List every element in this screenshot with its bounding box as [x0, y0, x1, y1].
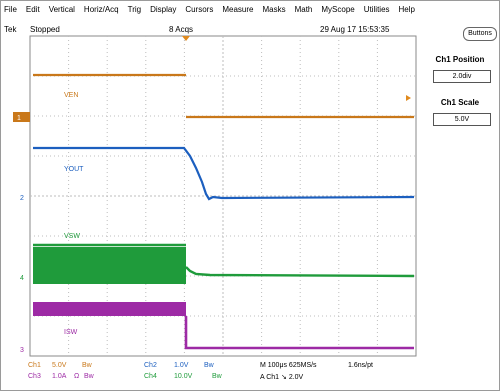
vsw-trace: [33, 243, 415, 278]
menu-display[interactable]: Display: [150, 5, 177, 14]
menu-measure[interactable]: Measure: [222, 5, 254, 14]
date-time: 29 Aug 17 15:53:35: [320, 25, 390, 34]
readout-ch4: Ch4: [144, 373, 157, 380]
menu-utilities[interactable]: Utilities: [363, 5, 390, 14]
readout-timebase: M 100μs 625MS/s: [260, 362, 317, 369]
readout-ch1-bw: Bw: [82, 362, 92, 369]
buttons-button[interactable]: Buttons: [463, 27, 497, 41]
status-bar: Tek Stopped 8 Acqs 29 Aug 17 15:53:35: [4, 25, 424, 35]
acquisition-state: Stopped: [30, 25, 60, 34]
menu-horiz-acq[interactable]: Horiz/Acq: [83, 5, 119, 14]
ch1-position-field[interactable]: 2.0div: [433, 70, 491, 83]
readout-ch2: Ch2: [144, 362, 157, 369]
menu-cursors[interactable]: Cursors: [185, 5, 214, 14]
ch1-marker[interactable]: [13, 112, 30, 122]
menu-math[interactable]: Math: [294, 5, 313, 14]
ch2-marker-label[interactable]: 2: [20, 195, 24, 202]
menu-trig[interactable]: Trig: [127, 5, 142, 14]
vout-label: YOUT: [64, 166, 84, 173]
ch1-marker-label: 1: [17, 115, 21, 122]
menu-bar: File Edit Vertical Horiz/Acq Trig Displa…: [4, 4, 474, 16]
readout-ch3: Ch3: [28, 373, 41, 380]
brand-label: Tek: [4, 25, 17, 34]
readout-ch2-bw: Bw: [204, 362, 214, 369]
readout-ch4-bw: Bw: [212, 373, 222, 380]
vout-trace: [33, 146, 415, 201]
isw-band: [33, 302, 186, 316]
menu-myscope[interactable]: MyScope: [321, 5, 355, 14]
ch1-scale-field[interactable]: 5.0V: [433, 113, 491, 126]
readout-ch2-scale: 1.0V: [174, 362, 189, 369]
readout-trigger: A Ch1 ↘ 2.0V: [260, 374, 304, 381]
isw-label: ISW: [64, 329, 78, 336]
channel-readout: Ch1 5.0V Bw Ch2 1.0V Bw M 100μs 625MS/s …: [28, 362, 428, 388]
ch1-position-title: Ch1 Position: [435, 55, 485, 64]
vsw-switching-band: [33, 247, 186, 284]
menu-file[interactable]: File: [4, 5, 17, 14]
readout-ch3-scale: 1.0A: [52, 373, 67, 380]
ch1-scale-title: Ch1 Scale: [440, 98, 480, 107]
ven-label: VEN: [64, 92, 78, 99]
ven-trace: [33, 73, 414, 119]
acquisition-count: 8 Acqs: [169, 25, 194, 34]
ch3-marker-label[interactable]: 3: [20, 347, 24, 354]
readout-ch3-impedance: Ω: [74, 373, 80, 380]
trigger-level-arrow: [406, 95, 411, 101]
menu-help[interactable]: Help: [398, 5, 415, 14]
menu-masks[interactable]: Masks: [262, 5, 286, 14]
readout-ch3-bw: Bw: [84, 373, 94, 380]
readout-ch1: Ch1: [28, 362, 41, 369]
menu-edit[interactable]: Edit: [25, 5, 40, 14]
vsw-label: VSW: [64, 233, 80, 240]
isw-trace: [184, 316, 414, 350]
menu-vertical[interactable]: Vertical: [48, 5, 75, 14]
readout-points: 1.6ns/pt: [348, 362, 373, 369]
trigger-position-marker: [182, 36, 190, 41]
readout-ch4-scale: 10.0V: [174, 373, 193, 380]
readout-ch1-scale: 5.0V: [52, 362, 67, 369]
ch4-marker-label[interactable]: 4: [20, 275, 24, 282]
